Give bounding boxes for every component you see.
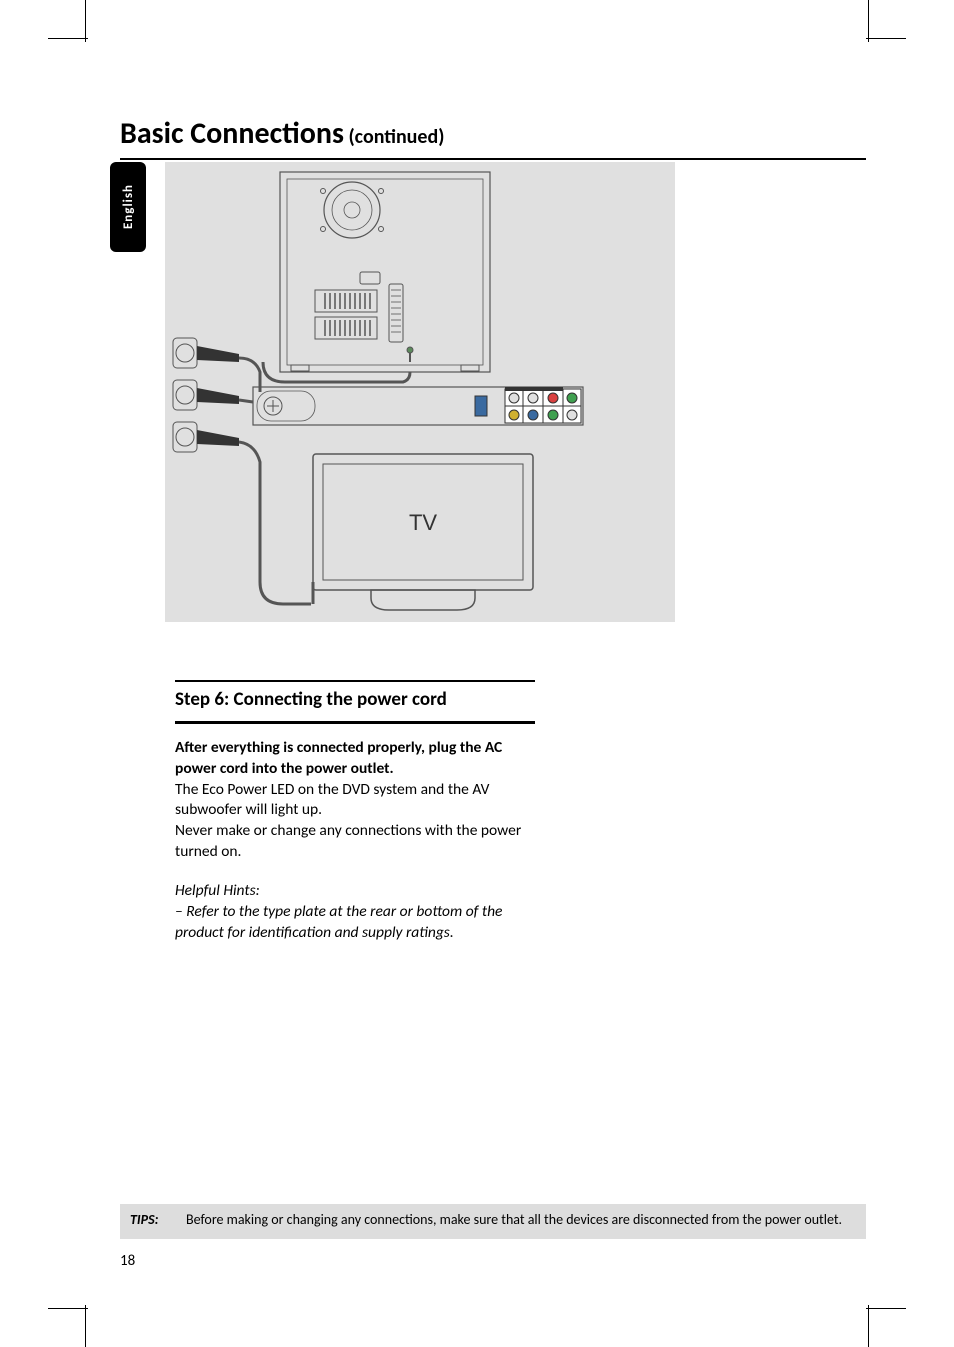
page-title-sub: (continued) bbox=[344, 125, 445, 149]
page-number: 18 bbox=[120, 1252, 135, 1270]
crop-mark bbox=[85, 0, 86, 42]
tips-label: TIPS: bbox=[130, 1211, 186, 1230]
language-tab-label: English bbox=[121, 184, 136, 229]
language-tab: English bbox=[110, 162, 146, 252]
tips-bar: TIPS: Before making or changing any conn… bbox=[120, 1204, 866, 1239]
crop-mark bbox=[48, 38, 88, 39]
section-intro-bold: After everything is connected properly, … bbox=[175, 738, 535, 780]
section-body-2: Never make or change any connections wit… bbox=[175, 821, 535, 863]
crop-mark bbox=[48, 1308, 88, 1309]
hints-title: Helpful Hints: bbox=[175, 881, 535, 902]
tv-label: TV bbox=[409, 510, 437, 535]
tips-text: Before making or changing any connection… bbox=[186, 1211, 842, 1230]
hints-body: – Refer to the type plate at the rear or… bbox=[175, 902, 535, 944]
crop-mark bbox=[85, 1305, 86, 1347]
section-step6: Step 6: Connecting the power cord After … bbox=[175, 680, 535, 944]
crop-mark bbox=[866, 38, 906, 39]
section-heading: Step 6: Connecting the power cord bbox=[175, 680, 535, 724]
connection-diagram: TV bbox=[165, 162, 675, 622]
crop-mark bbox=[868, 1305, 869, 1347]
section-body-1: The Eco Power LED on the DVD system and … bbox=[175, 780, 535, 822]
page-title: Basic Connections (continued) bbox=[120, 115, 866, 160]
crop-mark bbox=[868, 0, 869, 42]
page-title-main: Basic Connections bbox=[120, 115, 344, 152]
crop-mark bbox=[866, 1308, 906, 1309]
